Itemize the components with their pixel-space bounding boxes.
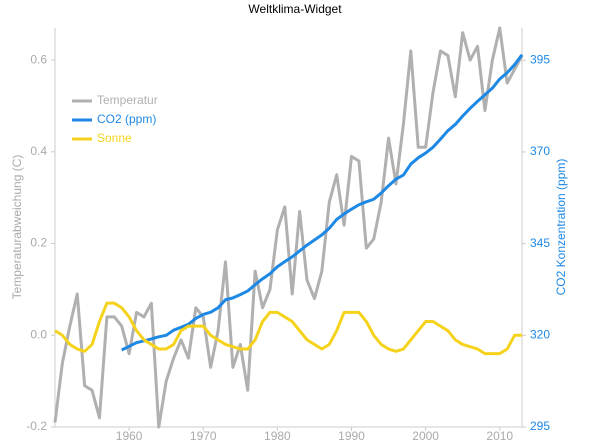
x-tick-label: 2000 [412,429,439,443]
x-tick-label: 1990 [338,429,365,443]
x-tick-label: 1970 [190,429,217,443]
x-tick-label: 1960 [116,429,143,443]
y2-tick-label: 395 [530,52,550,66]
legend-label: Temperatur [97,93,158,107]
legend-label: Sonne [97,131,132,145]
y-tick-label: 0.2 [30,236,47,250]
series-line [54,301,522,356]
series-line [121,53,524,352]
y-tick-label: 0.4 [30,144,47,158]
y-tick-label: 0.0 [30,327,47,341]
x-tick-label: 1980 [264,429,291,443]
y2-tick-label: 295 [530,419,550,433]
y2-tick-label: 370 [530,144,550,158]
y-axis-label: Temperaturabweichung (C) [10,155,24,300]
y-tick-label: -0.2 [26,419,47,433]
y2-tick-label: 320 [530,327,550,341]
chart-title: Weltklima-Widget [248,2,342,16]
legend-label: CO2 (ppm) [97,112,156,126]
x-tick-label: 2010 [486,429,513,443]
y2-tick-label: 345 [530,236,550,250]
series-line [53,26,524,429]
y-tick-label: 0.6 [30,52,47,66]
y2-axis-label: CO2 Konzentration (ppm) [554,159,568,296]
